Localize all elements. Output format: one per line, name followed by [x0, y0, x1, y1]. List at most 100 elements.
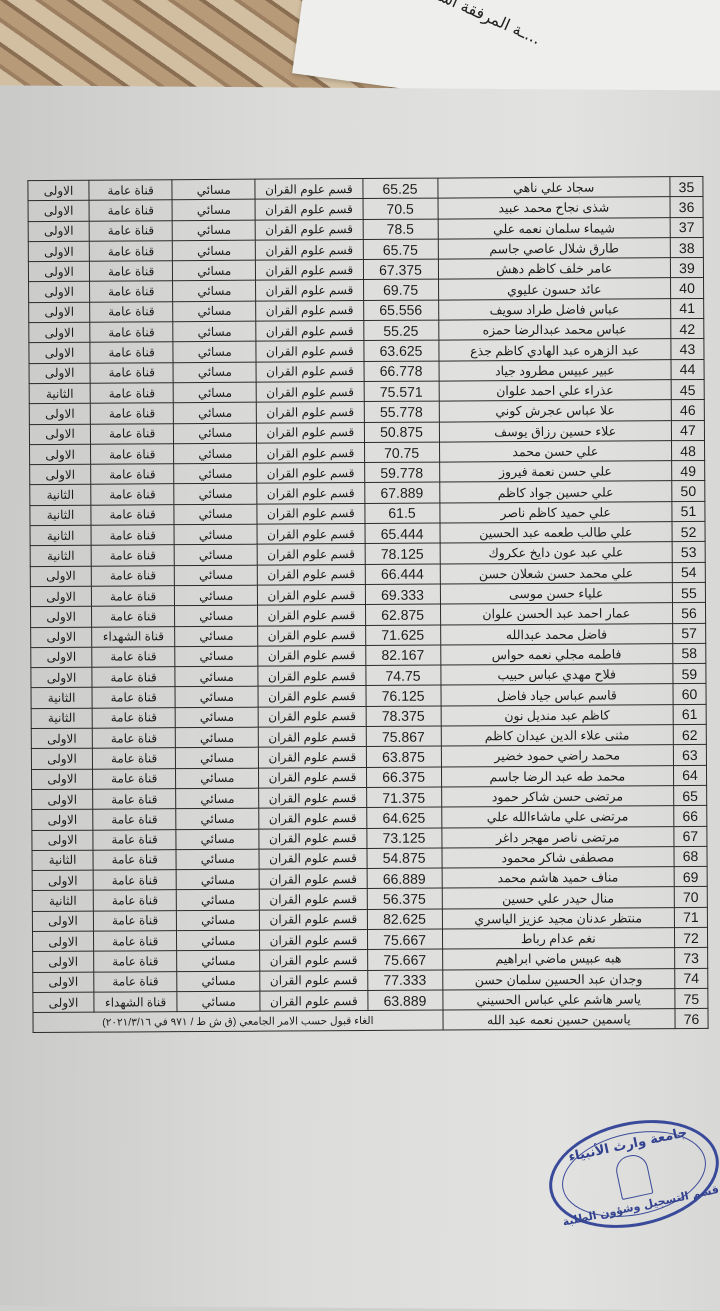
- cell-channel: قناة عامة: [91, 545, 175, 566]
- cell-name: مثنى علاء الدين عيدان كاظم: [440, 724, 674, 747]
- cell-channel: قناة عامة: [92, 808, 177, 830]
- cell-department: قسم علوم القران: [255, 219, 363, 241]
- cell-stage: الثانية: [31, 687, 93, 709]
- cell-number: 63: [673, 744, 707, 766]
- cell-stage: الاولى: [31, 809, 93, 831]
- cell-name: علي محمد حسن شعلان حسن: [439, 562, 673, 584]
- cell-score: 63.625: [363, 340, 439, 362]
- cell-name: علي حسين جواد كاظم: [439, 481, 672, 503]
- cell-score: 66.444: [364, 563, 440, 585]
- cell-department: قسم علوم القران: [255, 300, 364, 322]
- cell-score: 76.125: [365, 685, 441, 707]
- cell-score: 73.125: [366, 827, 442, 849]
- cell-name: علاء حسين رزاق يوسف: [438, 420, 672, 442]
- cell-department: قسم علوم القران: [257, 604, 366, 626]
- cell-department: قسم علوم القران: [259, 807, 367, 829]
- cell-stage: الاولى: [30, 667, 93, 688]
- cell-department: قسم علوم القران: [257, 482, 365, 504]
- cell-stage: الثانية: [31, 707, 93, 729]
- cell-channel: قناة عامة: [92, 829, 177, 850]
- cell-name: مناف حميد هاشم محمد: [441, 866, 675, 889]
- cell-stage: الثانية: [32, 890, 94, 912]
- cell-channel: قناة عامة: [89, 260, 173, 282]
- cell-department: قسم علوم القران: [257, 503, 365, 525]
- cell-number: 54: [672, 562, 706, 583]
- cell-department: قسم علوم القران: [258, 746, 366, 768]
- cell-department: قسم علوم القران: [256, 340, 364, 362]
- cell-channel: قناة عامة: [93, 971, 178, 993]
- cell-channel: قناة عامة: [90, 342, 174, 363]
- cell-name: مصطفى شاكر محمود: [441, 846, 675, 869]
- cell-study-type: مسائي: [176, 848, 260, 870]
- cell-score: 71.625: [365, 624, 441, 646]
- cell-score: 75.867: [365, 726, 441, 747]
- cell-number: 57: [672, 622, 706, 644]
- cell-department: قسم علوم القران: [257, 523, 365, 545]
- cell-department: قسم علوم القران: [259, 949, 368, 971]
- cell-study-type: مسائي: [173, 422, 257, 444]
- cell-score: 75.667: [366, 929, 443, 950]
- cell-department: قسم علوم القران: [256, 401, 364, 423]
- cell-stage: الثانية: [30, 525, 92, 546]
- cell-name: علا عباس عجرش كوني: [438, 399, 672, 422]
- cell-number: 71: [674, 907, 708, 928]
- cell-department: قسم علوم القران: [255, 198, 363, 220]
- cell-department: قسم علوم القران: [257, 564, 365, 586]
- cell-number: 42: [670, 318, 704, 340]
- cell-channel: قناة عامة: [90, 382, 174, 404]
- cell-number: 44: [670, 359, 705, 380]
- cell-number: 48: [671, 440, 705, 461]
- cell-name: وجدان عبد الحسين سلمان حسن: [442, 968, 675, 990]
- cell-stage: الاولى: [29, 403, 91, 425]
- cell-channel: قناة عامة: [92, 747, 176, 769]
- cell-name: ياسر هاشم علي عباس الحسيني: [442, 988, 675, 1011]
- cell-name: شيماء سلمان نعمه علي: [437, 217, 671, 239]
- cell-stage: الاولى: [28, 322, 91, 343]
- cell-name: هبه عبيس ماضي ابراهيم: [442, 947, 675, 970]
- cell-name: علي حسن محمد: [439, 440, 672, 463]
- cell-name: فلاح مهدي عباس حبيب: [440, 663, 673, 686]
- cell-score: 67.889: [364, 482, 440, 504]
- cell-stage: الثانية: [31, 849, 94, 871]
- cell-stage: الاولى: [30, 626, 92, 648]
- cell-number: 67: [673, 825, 707, 847]
- cell-stage: الاولى: [28, 301, 90, 323]
- cell-channel: قناة عامة: [91, 504, 175, 526]
- cell-name: طارق شلال عاصي جاسم: [437, 237, 671, 260]
- cell-channel: قناة عامة: [93, 950, 177, 972]
- cell-channel: قناة عامة: [91, 565, 175, 587]
- cell-name: ياسمين حسين نعمه عبد الله: [442, 1008, 676, 1031]
- cell-study-type: مسائي: [174, 585, 258, 606]
- cell-name: مرتضى حسن شاكر حمود: [441, 785, 674, 808]
- cell-score: 63.889: [367, 989, 443, 1011]
- cell-number: 51: [671, 501, 705, 522]
- cell-channel: قناة عامة: [89, 220, 173, 242]
- cell-department: قسم علوم القران: [258, 645, 366, 667]
- cell-study-type: مسائي: [174, 646, 259, 667]
- cell-department: قسم علوم القران: [255, 178, 363, 200]
- cell-stage: الاولى: [31, 748, 93, 770]
- cell-stage: الاولى: [28, 200, 90, 222]
- cell-score: 61.5: [364, 502, 440, 524]
- cell-number: 36: [669, 196, 704, 218]
- cell-department: قسم علوم القران: [257, 625, 366, 647]
- cell-department: قسم علوم القران: [259, 909, 367, 931]
- cell-stage: الاولى: [28, 342, 91, 364]
- cell-name: علي طالب طعمه عبد الحسين: [439, 521, 673, 544]
- cell-number: 35: [669, 176, 704, 197]
- cell-cancellation-note: الغاء قبول حسب الامر الجامعي (ق ش ط / ٩٧…: [32, 1010, 443, 1034]
- cell-study-type: مسائي: [173, 402, 257, 424]
- cell-study-type: مسائي: [174, 524, 258, 546]
- cell-channel: قناة عامة: [93, 849, 177, 871]
- cell-department: قسم علوم القران: [256, 381, 364, 403]
- cell-number: 64: [673, 765, 707, 786]
- cell-name: مرتضى علي ماشاءالله علي: [441, 805, 674, 828]
- cell-channel: قناة عامة: [91, 585, 175, 607]
- cell-study-type: مسائي: [176, 930, 260, 951]
- cell-score: 55.25: [363, 320, 439, 341]
- cell-number: 60: [672, 683, 707, 705]
- cell-score: 66.778: [363, 360, 439, 382]
- cell-name: مرتضى ناصر مهجر داغر: [441, 826, 674, 848]
- students-table: 35 سجاد علي ناهي 65.25 قسم علوم القران مسائي…: [27, 176, 709, 1034]
- cell-study-type: مسائي: [176, 889, 260, 911]
